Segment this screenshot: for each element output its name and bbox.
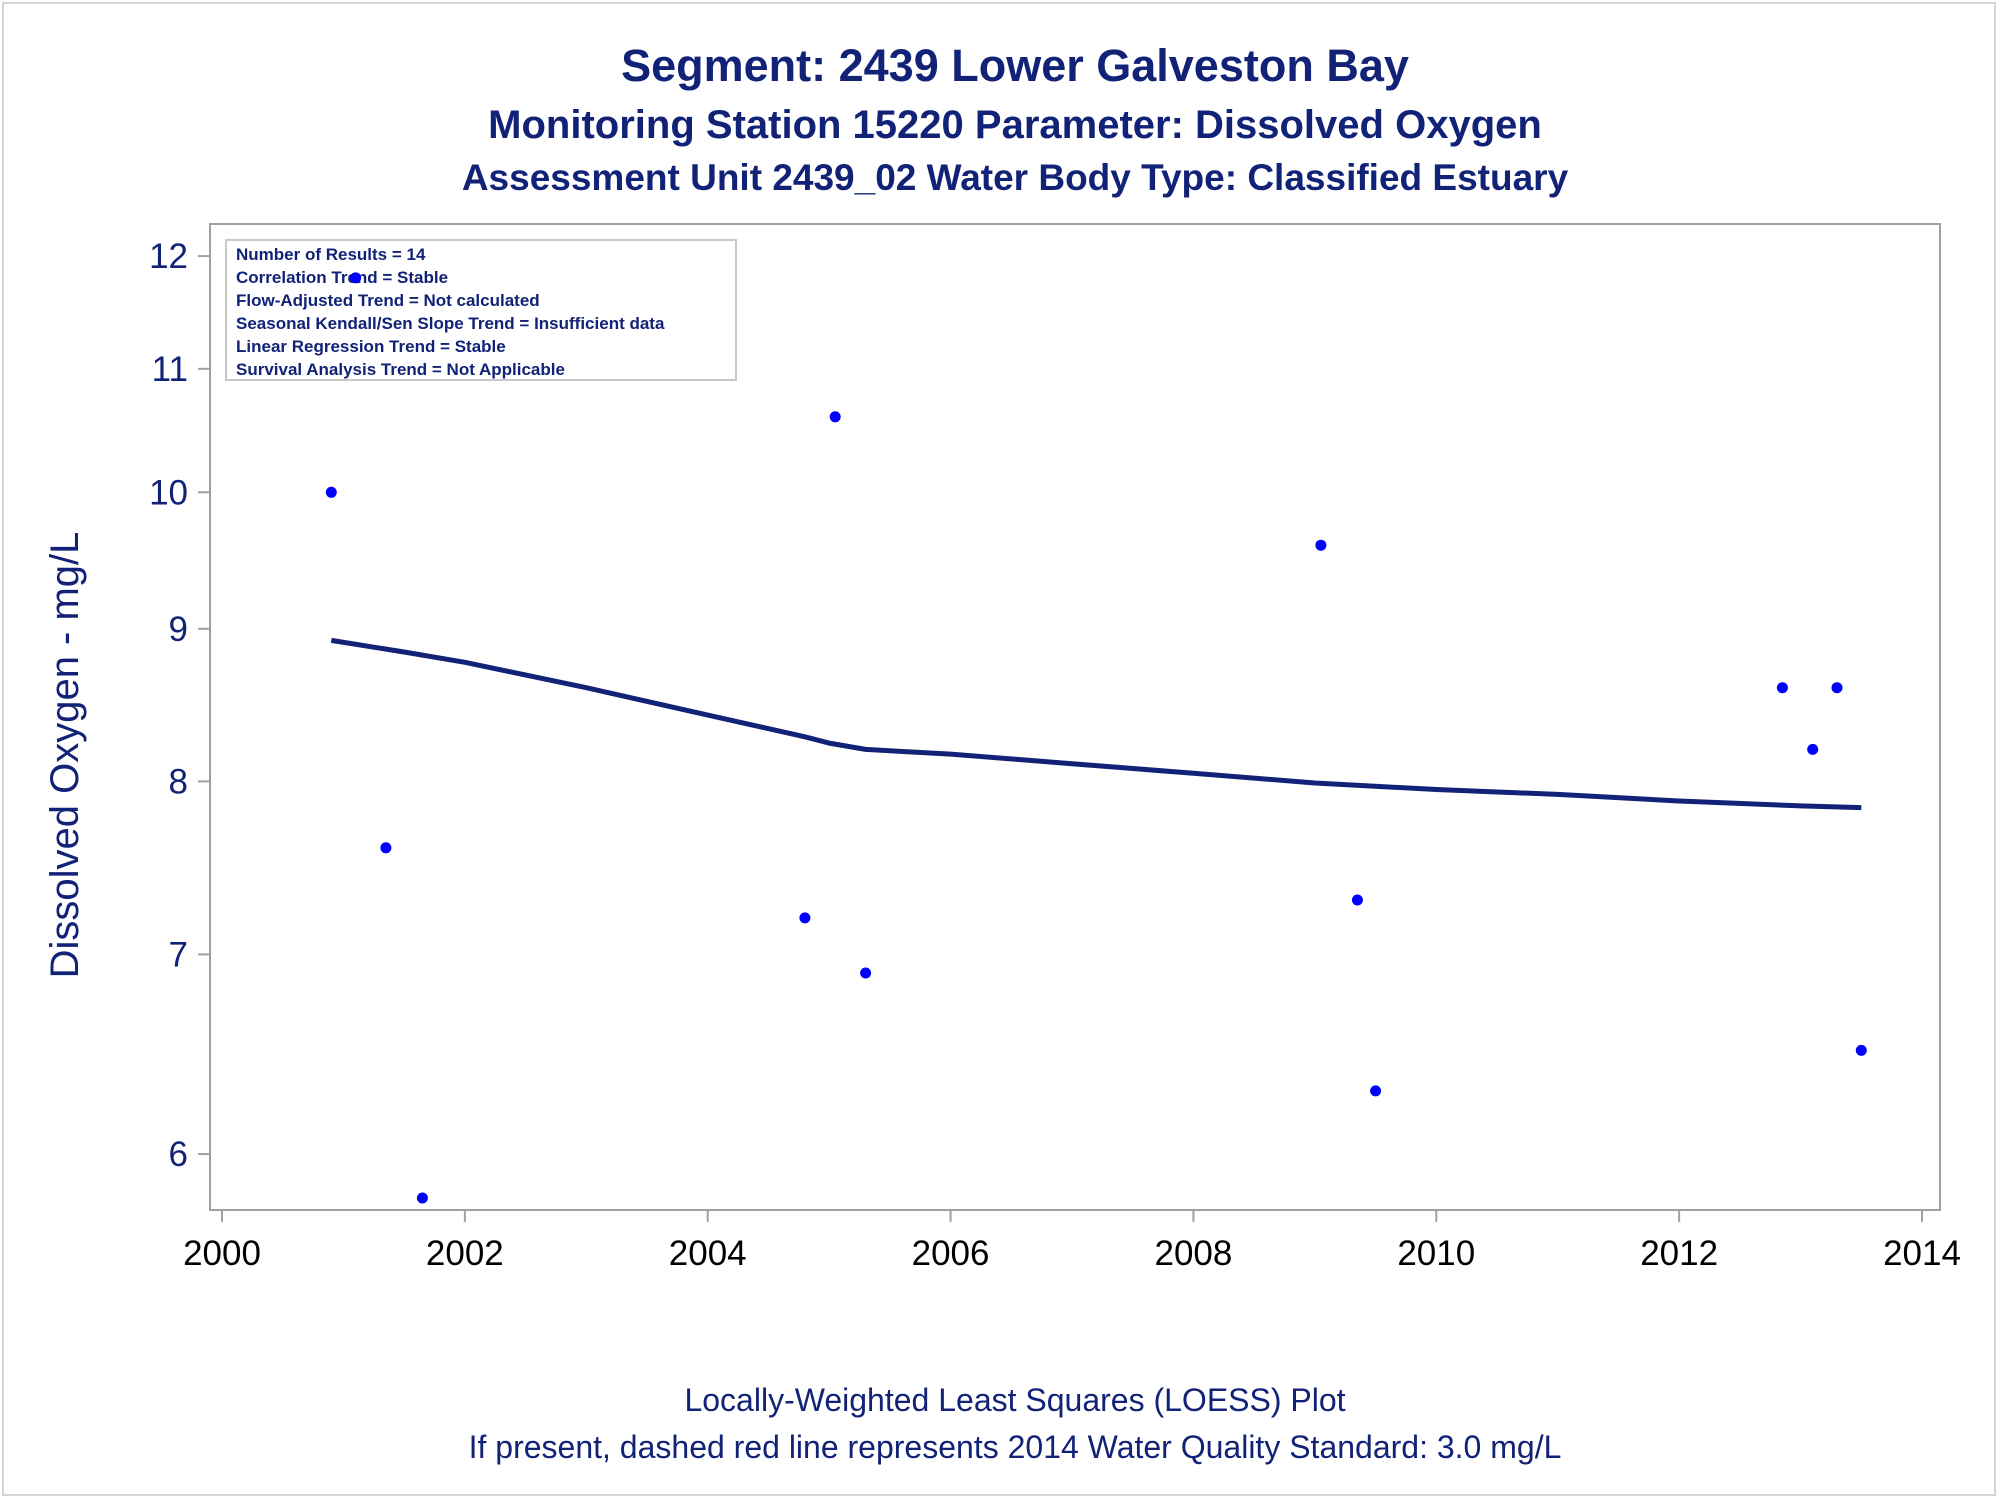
y-tick-label: 9 xyxy=(169,610,188,649)
chart-subtitle: Monitoring Station 15220 Parameter: Diss… xyxy=(488,103,1542,147)
points-layer xyxy=(325,272,1867,1204)
loess-line xyxy=(330,637,1862,811)
data-point xyxy=(1855,1044,1867,1056)
x-tick-label: 2014 xyxy=(1883,1234,1961,1273)
x-tick-label: 2004 xyxy=(669,1234,747,1273)
inset-line-linear-regression: Linear Regression Trend = Stable xyxy=(236,337,506,356)
data-point xyxy=(1831,682,1843,694)
data-point xyxy=(1776,682,1788,694)
x-tick-label: 2010 xyxy=(1397,1234,1475,1273)
data-point xyxy=(1351,894,1363,906)
inset-line-survival: Survival Analysis Trend = Not Applicable xyxy=(236,360,565,379)
loess-layer xyxy=(330,637,1862,811)
y-tick-label: 12 xyxy=(149,237,188,276)
x-tick-label: 2000 xyxy=(183,1234,261,1273)
y-axis: 6 7 8 9 10 11 12 xyxy=(149,237,210,1174)
x-tick-label: 2002 xyxy=(426,1234,504,1273)
x-tick-label: 2008 xyxy=(1154,1234,1232,1273)
y-tick-label: 10 xyxy=(149,473,188,512)
inset-box: Number of Results = 14 Correlation Trend… xyxy=(225,239,737,381)
footnote-line-2: If present, dashed red line represents 2… xyxy=(469,1429,1562,1465)
data-point xyxy=(325,486,337,498)
data-point xyxy=(799,912,811,924)
y-tick-label: 8 xyxy=(169,762,188,801)
x-axis: 2000 2002 2004 2006 2008 2010 2012 2014 xyxy=(183,1210,1961,1273)
plot-area xyxy=(209,223,1941,1211)
data-point xyxy=(1370,1085,1382,1097)
y-tick-label: 7 xyxy=(169,935,188,974)
data-point xyxy=(380,842,392,854)
y-axis-label: Dissolved Oxygen - mg/L xyxy=(43,532,87,979)
data-point xyxy=(1807,743,1819,755)
inset-line-results: Number of Results = 14 xyxy=(236,245,426,264)
data-point xyxy=(1315,539,1327,551)
inset-line-correlation: Correlation Trend = Stable xyxy=(236,268,448,287)
y-tick-label: 6 xyxy=(169,1135,188,1174)
chart-title: Segment: 2439 Lower Galveston Bay xyxy=(621,40,1409,91)
data-point xyxy=(350,272,362,284)
y-tick-label: 11 xyxy=(152,350,188,389)
inset-line-flow-adjusted: Flow-Adjusted Trend = Not calculated xyxy=(236,291,540,310)
footnote-line-1: Locally-Weighted Least Squares (LOESS) P… xyxy=(684,1382,1345,1418)
x-tick-label: 2012 xyxy=(1640,1234,1718,1273)
x-tick-label: 2006 xyxy=(912,1234,990,1273)
data-point xyxy=(416,1192,428,1204)
inset-border xyxy=(225,239,737,381)
data-point xyxy=(860,967,872,979)
data-point xyxy=(829,411,841,423)
inset-line-seasonal-kendall: Seasonal Kendall/Sen Slope Trend = Insuf… xyxy=(236,314,665,333)
chart-subtitle-2: Assessment Unit 2439_02 Water Body Type:… xyxy=(462,157,1569,198)
